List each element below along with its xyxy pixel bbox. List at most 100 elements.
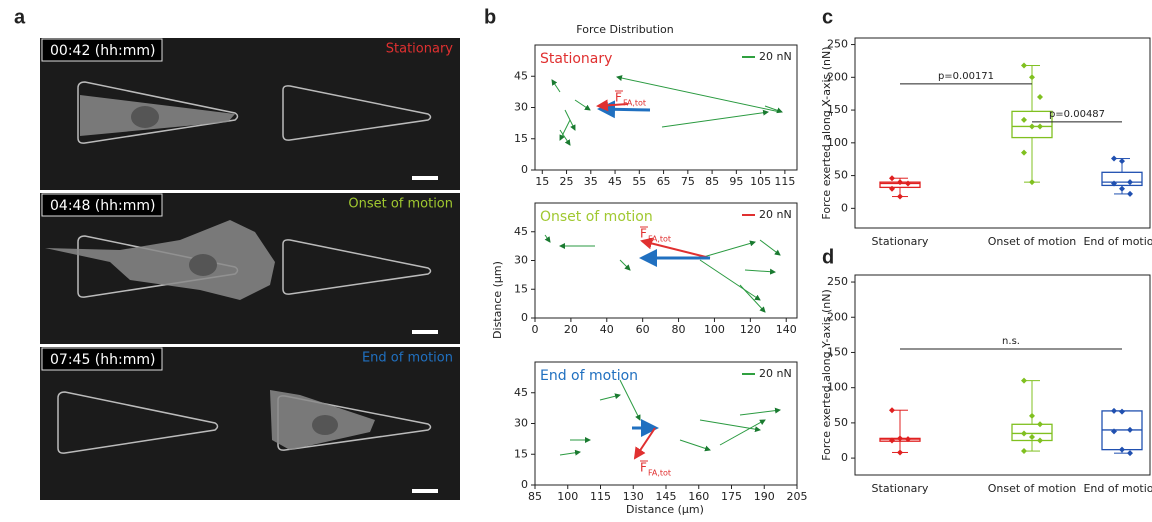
time-stamp: 04:48 (hh:mm) bbox=[50, 198, 155, 214]
y-tick-label: 30 bbox=[514, 101, 528, 114]
y-tick-label: 50 bbox=[834, 416, 848, 429]
point bbox=[1127, 450, 1133, 457]
x-tick-label: 65 bbox=[657, 175, 671, 188]
point bbox=[1021, 430, 1027, 437]
y-axis-label: Force exerted along Y-axis (nN) bbox=[820, 289, 833, 461]
plot-frame bbox=[854, 274, 1151, 476]
time-box bbox=[41, 193, 163, 217]
annotation-subscript: FA,tot bbox=[623, 99, 646, 108]
point bbox=[1111, 155, 1117, 162]
panel-label: b bbox=[484, 6, 496, 28]
y-tick-label: 150 bbox=[827, 103, 848, 116]
time-box bbox=[41, 38, 163, 62]
x-tick-label: 120 bbox=[740, 323, 761, 336]
point bbox=[1127, 179, 1133, 186]
y-tick-label: 200 bbox=[827, 310, 848, 323]
y-tick-label: 100 bbox=[827, 136, 848, 149]
x-tick-label: 160 bbox=[688, 490, 709, 503]
x-tick-label: 75 bbox=[681, 175, 695, 188]
inset-title: Stationary bbox=[540, 51, 612, 67]
point bbox=[1119, 408, 1125, 415]
annotation: n.s. bbox=[1002, 336, 1020, 347]
y-tick-label: 150 bbox=[827, 345, 848, 358]
panel-label: d bbox=[822, 246, 834, 268]
x-tick-label: 190 bbox=[754, 490, 775, 503]
panel-label: a bbox=[14, 6, 26, 28]
y-tick-label: 50 bbox=[834, 169, 848, 182]
point bbox=[905, 180, 911, 187]
x-tick-label: 130 bbox=[623, 490, 644, 503]
y-tick-label: 45 bbox=[514, 386, 528, 399]
x-tick-label: 85 bbox=[705, 175, 719, 188]
box bbox=[1011, 423, 1053, 442]
x-tick-label: Onset of motion bbox=[988, 482, 1077, 495]
box bbox=[1101, 171, 1143, 187]
x-tick-label: End of motion bbox=[1083, 482, 1152, 495]
y-tick-label: 15 bbox=[514, 447, 528, 460]
point bbox=[1037, 123, 1043, 130]
y-tick-label: 15 bbox=[514, 132, 528, 145]
x-tick-label: 115 bbox=[590, 490, 611, 503]
point bbox=[1119, 446, 1125, 453]
point bbox=[889, 437, 895, 444]
y-tick-label: 100 bbox=[827, 381, 848, 394]
state-label: End of motion bbox=[362, 351, 453, 366]
micrograph bbox=[40, 38, 460, 500]
inset-title: Onset of motion bbox=[540, 209, 653, 225]
point bbox=[897, 179, 903, 186]
x-axis-label: Distance (µm) bbox=[626, 503, 704, 516]
x-tick-label: 45 bbox=[608, 175, 622, 188]
point bbox=[1127, 426, 1133, 433]
time-stamp: 07:45 (hh:mm) bbox=[50, 352, 155, 368]
state-label: Stationary bbox=[386, 42, 454, 57]
y-tick-label: 0 bbox=[521, 163, 528, 176]
point bbox=[1021, 62, 1027, 69]
point bbox=[1029, 433, 1035, 440]
point bbox=[1029, 412, 1035, 419]
point bbox=[889, 185, 895, 192]
x-tick-label: 175 bbox=[721, 490, 742, 503]
point bbox=[1119, 158, 1125, 165]
point bbox=[1021, 116, 1027, 123]
point bbox=[897, 435, 903, 442]
x-tick-label: 145 bbox=[656, 490, 677, 503]
annotation: F bbox=[640, 227, 647, 241]
point bbox=[1037, 421, 1043, 428]
inset-title: End of motion bbox=[540, 368, 638, 384]
time-stamp: 00:42 (hh:mm) bbox=[50, 43, 155, 59]
annotation: F bbox=[640, 461, 647, 475]
y-tick-label: 30 bbox=[514, 254, 528, 267]
point bbox=[1021, 377, 1027, 384]
panel-title: Force Distribution bbox=[576, 23, 673, 36]
x-tick-label: 100 bbox=[704, 323, 725, 336]
x-tick-label: 35 bbox=[584, 175, 598, 188]
x-tick-label: 15 bbox=[535, 175, 549, 188]
y-tick-label: 45 bbox=[514, 225, 528, 238]
x-tick-label: 95 bbox=[729, 175, 743, 188]
x-tick-label: 205 bbox=[787, 490, 808, 503]
x-tick-label: 25 bbox=[560, 175, 574, 188]
point bbox=[1029, 123, 1035, 130]
annotation-subscript: FA,tot bbox=[648, 469, 671, 478]
point bbox=[1111, 428, 1117, 435]
point bbox=[1127, 190, 1133, 197]
y-axis-label: Force exerted along X-axis (nN) bbox=[820, 46, 833, 219]
y-tick-label: 0 bbox=[521, 478, 528, 491]
annotation: p=0.00487 bbox=[1049, 109, 1105, 120]
point bbox=[905, 436, 911, 443]
y-tick-label: 45 bbox=[514, 69, 528, 82]
legend-label: 20 nN bbox=[759, 208, 792, 221]
x-tick-label: 105 bbox=[750, 175, 771, 188]
x-tick-label: 80 bbox=[672, 323, 686, 336]
legend-label: 20 nN bbox=[759, 50, 792, 63]
y-tick-label: 0 bbox=[841, 201, 848, 214]
x-tick-label: 60 bbox=[636, 323, 650, 336]
point bbox=[1029, 74, 1035, 81]
x-tick-label: 40 bbox=[600, 323, 614, 336]
x-tick-label: Onset of motion bbox=[988, 235, 1077, 248]
point bbox=[889, 407, 895, 414]
x-tick-label: Stationary bbox=[872, 235, 929, 248]
y-axis-label: Distance (µm) bbox=[491, 261, 504, 339]
x-tick-label: 85 bbox=[528, 490, 542, 503]
